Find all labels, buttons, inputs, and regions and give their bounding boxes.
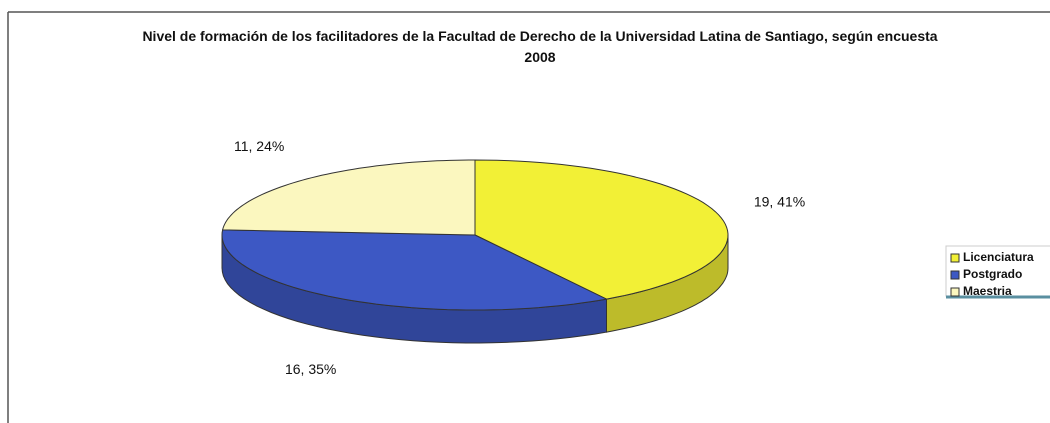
slice xyxy=(221,159,476,236)
legend-swatch xyxy=(950,270,960,280)
legend-box xyxy=(945,245,1050,297)
chart-title: Nivel de formación de los facilitadores … xyxy=(142,28,938,65)
data-label: 16, 35% xyxy=(285,361,336,377)
slice xyxy=(474,159,729,300)
legend-swatch xyxy=(950,253,960,263)
slice xyxy=(221,229,609,311)
data-label: 19, 41% xyxy=(754,193,805,209)
legend-label: Postgrado xyxy=(963,267,1022,281)
legend-label: Licenciatura xyxy=(963,250,1034,264)
legend-label: Maestria xyxy=(963,284,1012,298)
legend-swatch xyxy=(950,287,960,297)
data-label: 11, 24% xyxy=(234,138,284,154)
